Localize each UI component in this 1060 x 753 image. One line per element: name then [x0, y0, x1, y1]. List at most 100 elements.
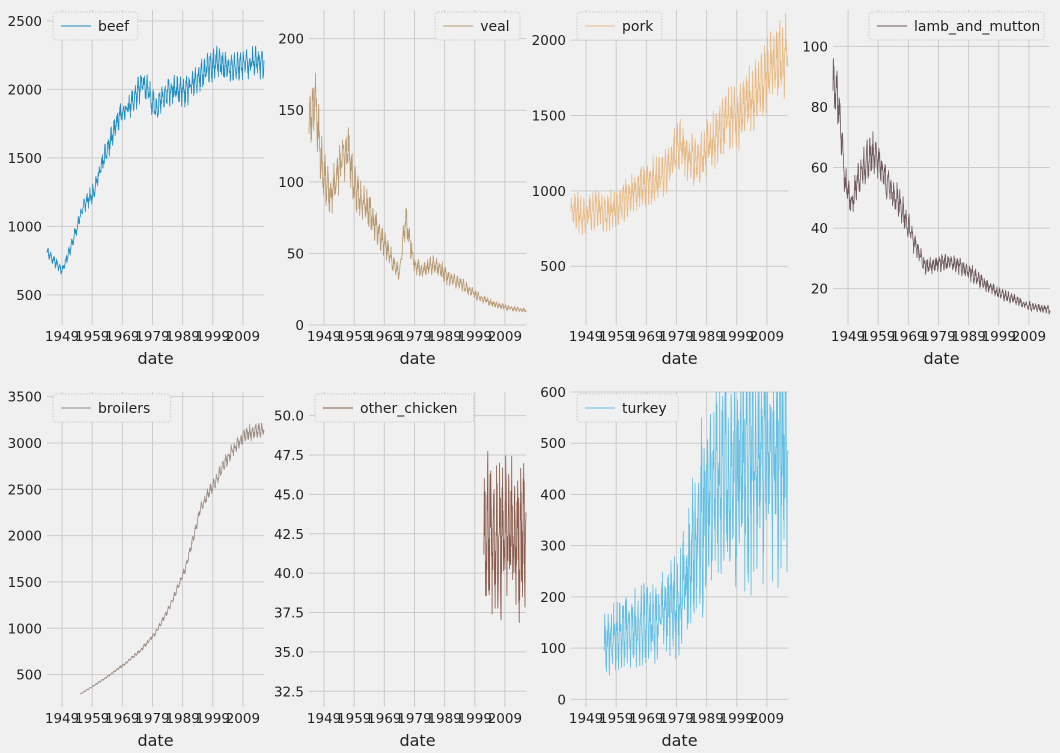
x-tick-label: 1949	[307, 711, 341, 727]
x-tick-label: 1949	[45, 329, 79, 345]
x-tick-label: 1979	[659, 711, 693, 727]
x-tick-label: 1969	[629, 329, 663, 345]
y-tick-label: 200	[278, 32, 304, 48]
x-tick-label: 1949	[45, 711, 79, 727]
y-tick-label: 42.5	[274, 527, 304, 543]
x-tick-label: 1979	[135, 329, 169, 345]
y-tick-label: 80	[811, 100, 828, 116]
y-tick-label: 1500	[8, 575, 42, 591]
y-tick-label: 2000	[532, 33, 566, 49]
x-tick-label: 1999	[196, 711, 230, 727]
x-tick-label: 1989	[689, 329, 723, 345]
y-tick-label: 40.0	[274, 566, 304, 582]
x-tick-label: 1969	[367, 329, 401, 345]
y-tick-label: 2500	[8, 14, 42, 30]
x-tick-label: 2009	[488, 329, 522, 345]
x-tick-label: 1989	[165, 711, 199, 727]
legend: veal	[434, 11, 521, 41]
x-tick-label: 1959	[599, 711, 633, 727]
legend-box	[52, 11, 139, 41]
x-tick-label: 1979	[397, 329, 431, 345]
x-tick-label: 1999	[720, 711, 754, 727]
x-axis-label: date	[923, 349, 959, 368]
x-tick-label: 1989	[951, 329, 985, 345]
y-tick-label: 500	[16, 668, 42, 684]
y-tick-label: 3000	[8, 436, 42, 452]
legend-label: lamb_and_mutton	[914, 19, 1040, 35]
x-tick-label: 1989	[427, 329, 461, 345]
legend-box	[434, 11, 521, 41]
y-tick-label: 2000	[8, 529, 42, 545]
y-tick-label: 200	[540, 590, 566, 606]
y-tick-label: 500	[16, 288, 42, 304]
legend: turkey	[576, 393, 679, 423]
x-tick-label: 1989	[689, 711, 723, 727]
y-tick-label: 100	[540, 641, 566, 657]
y-tick-label: 1000	[8, 621, 42, 637]
x-tick-label: 1999	[720, 329, 754, 345]
x-tick-label: 1969	[891, 329, 925, 345]
x-tick-label: 1989	[427, 711, 461, 727]
y-tick-label: 2000	[8, 82, 42, 98]
x-tick-label: 2009	[1012, 329, 1046, 345]
x-tick-label: 1999	[458, 711, 492, 727]
x-tick-label: 1949	[307, 329, 341, 345]
x-tick-label: 1969	[105, 329, 139, 345]
legend: other_chicken	[314, 393, 475, 423]
x-axis-label: date	[399, 731, 435, 750]
y-tick-label: 50	[287, 246, 304, 262]
x-tick-label: 2009	[750, 711, 784, 727]
legend: broilers	[52, 393, 172, 423]
y-tick-label: 300	[540, 539, 566, 555]
legend-box	[868, 11, 1045, 41]
x-tick-label: 1949	[569, 711, 603, 727]
x-tick-label: 1979	[135, 711, 169, 727]
series-line-pork	[570, 12, 789, 235]
legend-label: beef	[98, 19, 130, 35]
x-axis-label: date	[137, 349, 173, 368]
series-line-lamb_and_mutton	[832, 58, 1051, 315]
y-tick-label: 60	[811, 161, 828, 177]
y-tick-label: 1000	[8, 219, 42, 235]
y-tick-label: 35.0	[274, 645, 304, 661]
legend-label: broilers	[98, 401, 150, 417]
x-tick-label: 1969	[105, 711, 139, 727]
x-axis-label: date	[661, 731, 697, 750]
y-tick-label: 500	[540, 436, 566, 452]
series-line-beef	[46, 45, 265, 275]
y-tick-label: 20	[811, 282, 828, 298]
x-tick-label: 2009	[226, 711, 260, 727]
legend: pork	[576, 11, 663, 41]
x-tick-label: 1999	[196, 329, 230, 345]
y-tick-label: 37.5	[274, 606, 304, 622]
series-line-turkey	[603, 391, 789, 676]
x-tick-label: 1959	[861, 329, 895, 345]
x-tick-label: 1979	[659, 329, 693, 345]
legend-label: other_chicken	[360, 401, 458, 417]
y-tick-label: 1500	[8, 151, 42, 167]
y-tick-label: 0	[557, 692, 566, 708]
x-tick-label: 1949	[831, 329, 865, 345]
x-tick-label: 1979	[921, 329, 955, 345]
legend: beef	[52, 11, 139, 41]
x-tick-label: 1959	[75, 329, 109, 345]
x-axis-label: date	[399, 349, 435, 368]
legend-box	[576, 393, 679, 423]
y-tick-label: 32.5	[274, 684, 304, 700]
legend-box	[314, 393, 475, 423]
x-tick-label: 1959	[75, 711, 109, 727]
y-tick-label: 500	[540, 259, 566, 275]
x-tick-label: 2009	[488, 711, 522, 727]
y-tick-label: 47.5	[274, 448, 304, 464]
y-tick-label: 600	[540, 385, 566, 401]
y-tick-label: 50.0	[274, 409, 304, 425]
x-tick-label: 1959	[337, 329, 371, 345]
legend-label: turkey	[622, 401, 667, 417]
y-tick-label: 1000	[532, 184, 566, 200]
y-tick-label: 0	[295, 318, 304, 334]
